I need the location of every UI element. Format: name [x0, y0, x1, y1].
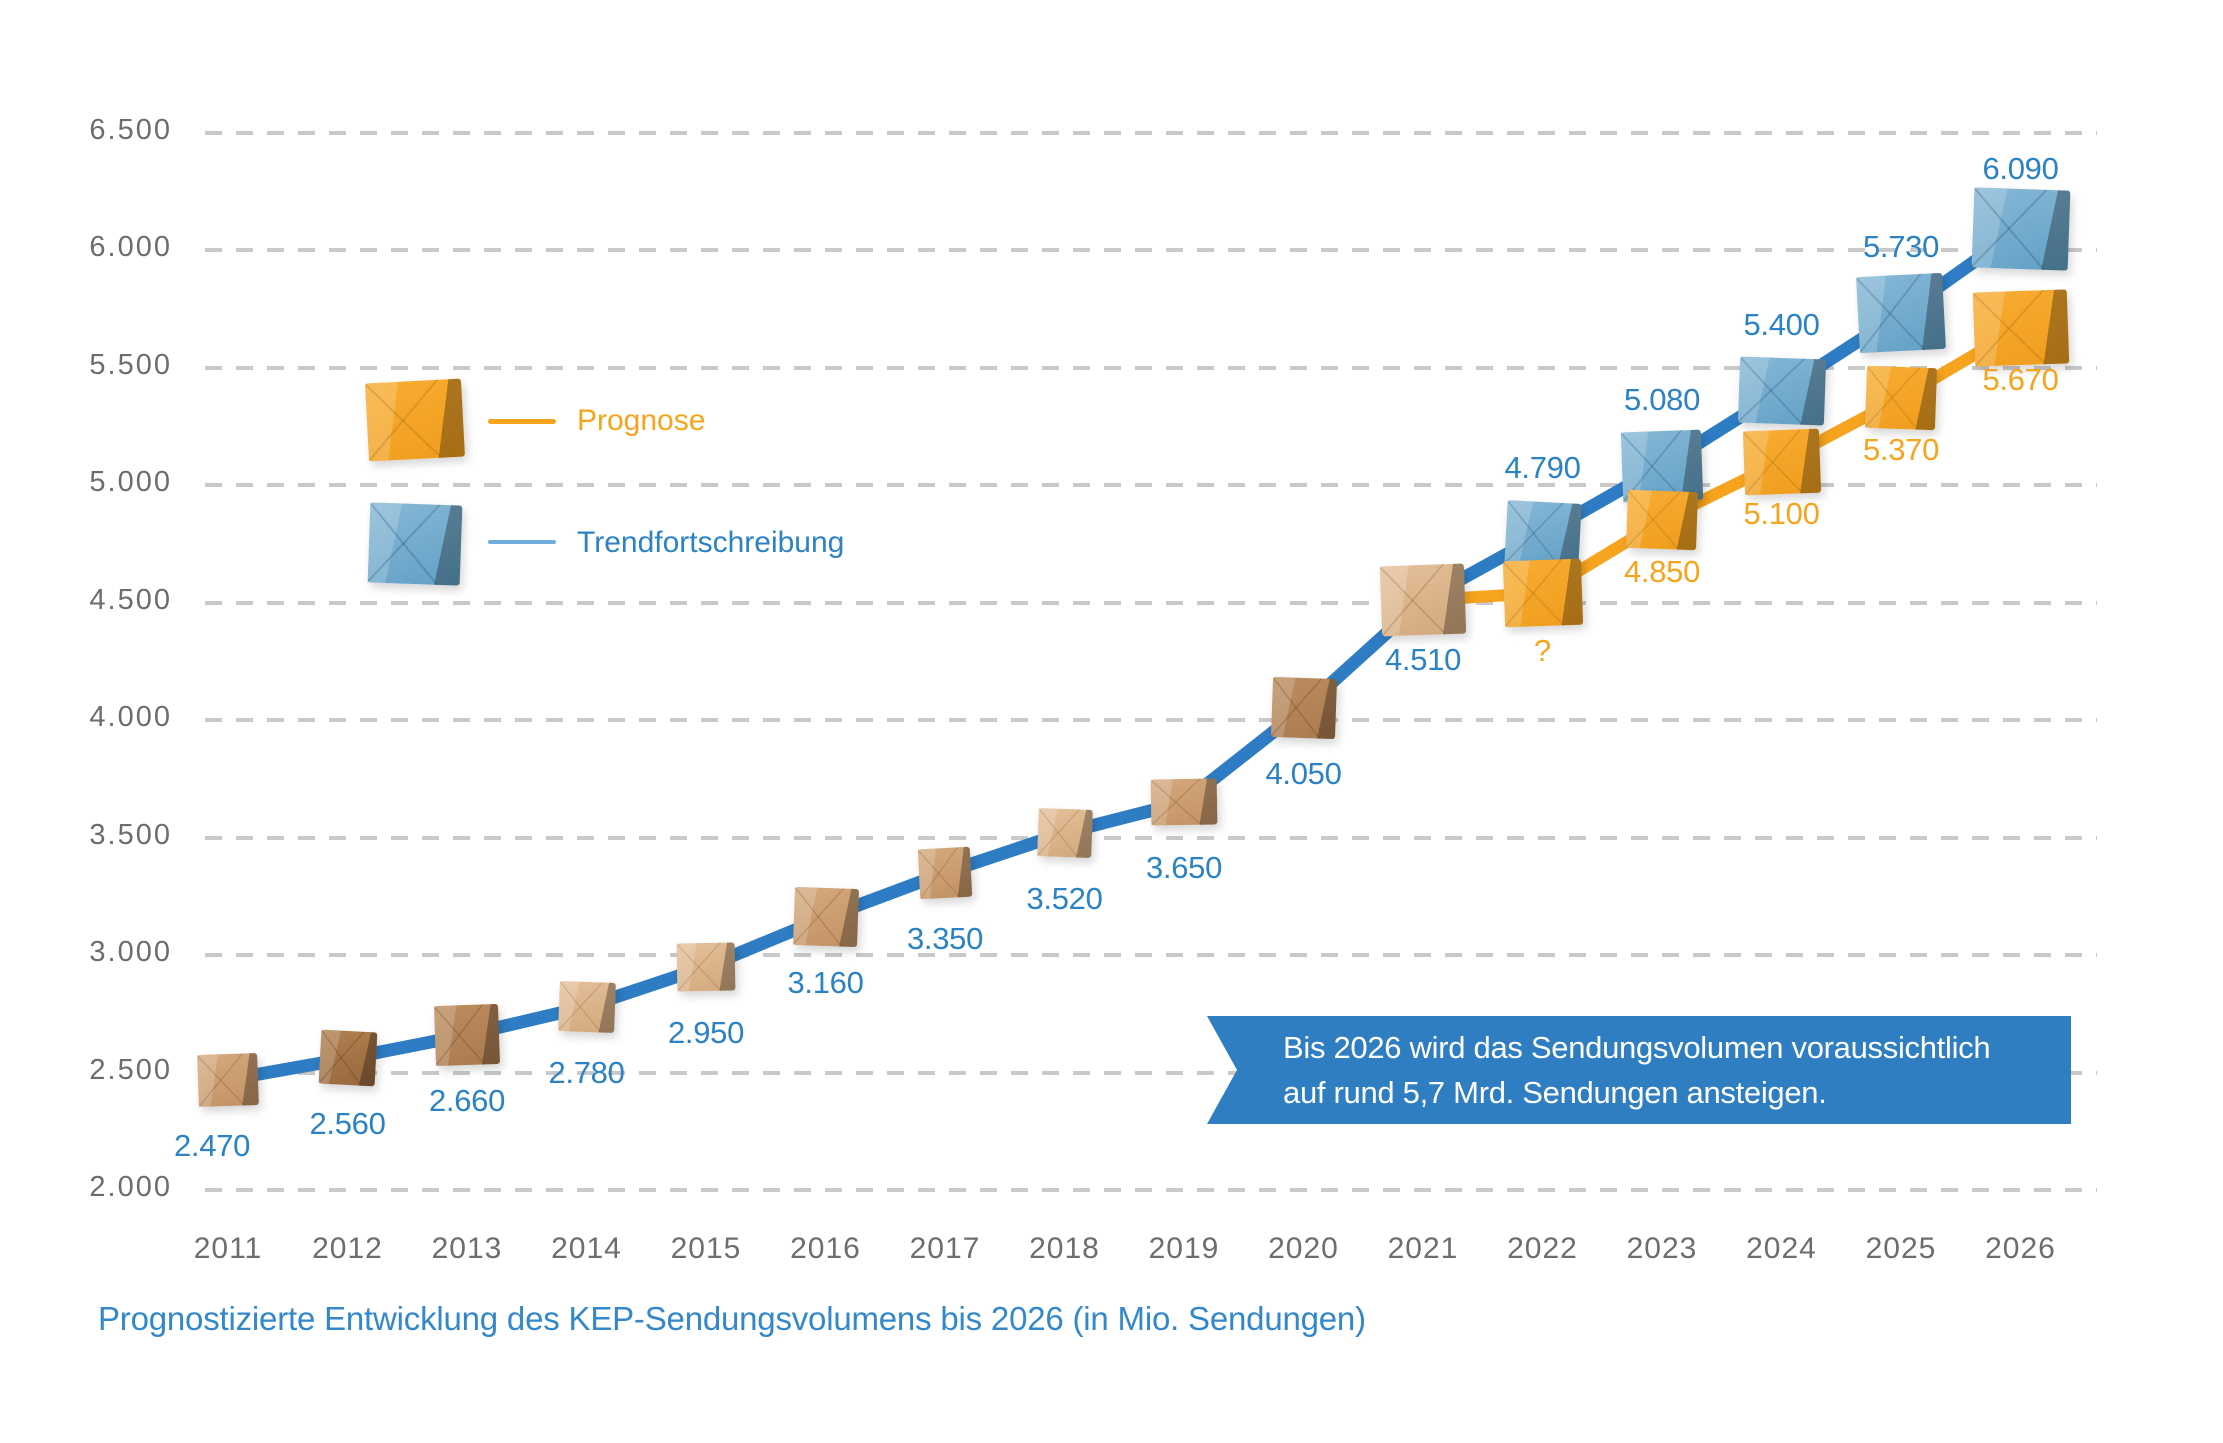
gridline-6.500 [205, 130, 2097, 135]
parcel-trend-2025 [1856, 273, 1946, 354]
gridline-4.000 [205, 718, 2097, 722]
callout-text-line2: auf rund 5,7 Mrd. Sendungen ansteigen. [1283, 1075, 1827, 1110]
data-label-forecast-2025: 5.370 [1862, 432, 1940, 468]
gridline-3.000 [205, 953, 2097, 957]
legend-trend-parcel-icon [367, 502, 463, 586]
data-label-trend-2021: 4.510 [1384, 642, 1462, 678]
x-tick-label: 2011 [193, 1232, 263, 1265]
x-tick-label: 2013 [431, 1232, 503, 1265]
gridline-5.000 [205, 483, 2097, 487]
x-tick-label: 2020 [1268, 1232, 1339, 1265]
parcel-2018 [1036, 807, 1093, 858]
data-label-forecast-2023: 4.850 [1623, 554, 1701, 590]
trend-line [221, 222, 2027, 1087]
x-tick-label: 2021 [1387, 1232, 1459, 1265]
data-label-trend-2022: 4.790 [1504, 450, 1581, 486]
data-label-trend-2015: 2.950 [667, 1014, 745, 1050]
data-label-trend-2020: 4.050 [1265, 756, 1342, 792]
x-tick-label: 2023 [1626, 1232, 1698, 1265]
y-tick-label: 6.000 [89, 231, 172, 263]
parcel-2016 [792, 887, 859, 948]
parcel-2017 [917, 846, 973, 900]
legend-prognose-label: Prognose [577, 404, 706, 437]
data-label-trend-2025: 5.730 [1862, 229, 1940, 265]
x-tick-label: 2012 [312, 1232, 383, 1265]
parcel-2013 [433, 1003, 501, 1066]
data-label-trend-2013: 2.660 [428, 1082, 506, 1118]
x-tick-label: 2018 [1029, 1232, 1100, 1265]
data-label-trend-2016: 3.160 [787, 965, 864, 1001]
data-label-trend-2014: 2.780 [548, 1054, 625, 1090]
data-label-forecast-2022: ? [1534, 633, 1551, 669]
data-label-trend-2026: 6.090 [1982, 150, 2059, 186]
parcel-forecast-2024 [1742, 428, 1821, 495]
data-label-trend-2011: 2.470 [173, 1127, 251, 1163]
data-label-trend-2012: 2.560 [309, 1106, 386, 1142]
x-tick-label: 2026 [1985, 1232, 2056, 1265]
parcel-trend-2024 [1737, 356, 1826, 426]
parcel-trend-2026 [1971, 187, 2070, 271]
data-label-trend-2017: 3.350 [906, 920, 984, 956]
gridline-4.500 [205, 600, 2097, 605]
parcel-2015 [676, 942, 736, 992]
parcel-forecast-2022 [1502, 558, 1583, 628]
callout-banner: Bis 2026 wird das Sendungsvolumen voraus… [1207, 1016, 2071, 1124]
parcel-forecast-2025 [1864, 365, 1938, 431]
x-tick-label: 2019 [1148, 1232, 1220, 1265]
parcel-2011 [197, 1052, 259, 1107]
x-tick-label: 2017 [909, 1232, 981, 1265]
gridline-6.000 [205, 248, 2097, 252]
parcel-forecast-2023 [1626, 490, 1698, 551]
y-tick-label: 3.000 [89, 936, 172, 968]
data-label-trend-2024: 5.400 [1743, 307, 1820, 342]
x-tick-label: 2015 [670, 1232, 742, 1265]
gridline-2.500 [205, 1070, 2097, 1075]
y-tick-label: 5.500 [89, 348, 172, 381]
x-tick-label: 2024 [1746, 1232, 1817, 1265]
parcel-2021 [1379, 563, 1467, 637]
chart-caption: Prognostizierte Entwicklung des KEP-Send… [98, 1300, 1366, 1337]
x-tick-label: 2016 [790, 1232, 861, 1265]
gridline-5.500 [205, 365, 2097, 370]
data-label-trend-2023: 5.080 [1623, 382, 1701, 418]
parcel-2019 [1150, 778, 1218, 826]
legend-prognose-line-swatch [488, 419, 556, 424]
data-label-forecast-2024: 5.100 [1743, 495, 1820, 531]
gridline-2.000 [205, 1188, 2097, 1192]
data-label-trend-2019: 3.650 [1145, 850, 1223, 886]
parcel-forecast-2026 [1972, 288, 2069, 367]
callout-text-line1: Bis 2026 wird das Sendungsvolumen voraus… [1283, 1030, 1991, 1065]
parcel-2020 [1270, 677, 1337, 740]
y-tick-label: 4.000 [89, 701, 172, 733]
y-tick-label: 4.500 [89, 583, 172, 616]
x-tick-label: 2025 [1865, 1232, 1937, 1265]
x-tick-label: 2022 [1507, 1232, 1578, 1265]
parcel-2012 [318, 1029, 377, 1087]
data-label-trend-2018: 3.520 [1026, 880, 1103, 916]
parcel-2014 [557, 980, 616, 1033]
gridline-3.500 [205, 835, 2097, 840]
y-tick-label: 5.000 [89, 466, 172, 498]
data-label-forecast-2026: 5.670 [1982, 361, 2059, 397]
legend-trend-label: Trendfortschreibung [577, 526, 845, 559]
legend-trend-line-swatch [488, 540, 556, 544]
y-tick-label: 3.500 [89, 818, 172, 851]
y-tick-label: 2.500 [89, 1053, 172, 1086]
legend-prognose-parcel-icon [365, 378, 465, 462]
y-tick-label: 6.500 [89, 113, 172, 146]
y-tick-label: 2.000 [89, 1171, 172, 1203]
x-tick-label: 2014 [551, 1232, 622, 1265]
